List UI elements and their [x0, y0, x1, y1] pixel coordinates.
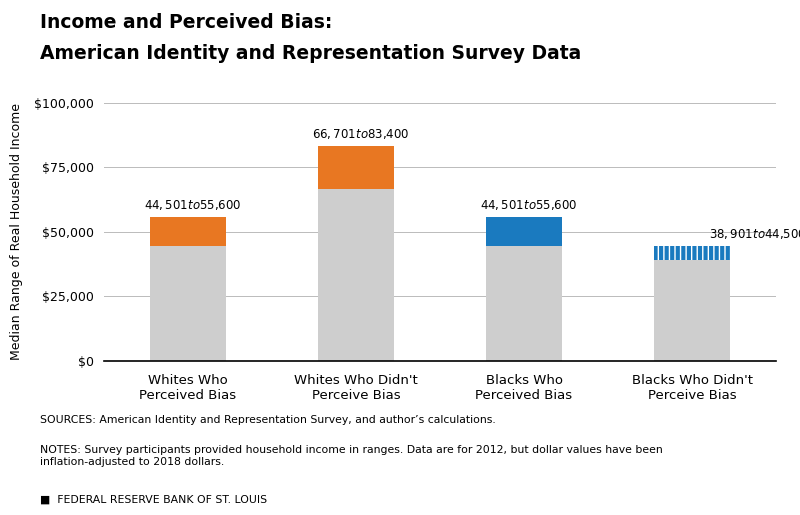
Bar	[486, 246, 562, 360]
Text: $38,901 to $44,500: $38,901 to $44,500	[709, 227, 800, 241]
Text: Income and Perceived Bias:: Income and Perceived Bias:	[40, 13, 332, 32]
Bar	[318, 146, 394, 188]
Text: NOTES: Survey participants provided household income in ranges. Data are for 201: NOTES: Survey participants provided hous…	[40, 445, 662, 467]
Text: SOURCES: American Identity and Representation Survey, and author’s calculations.: SOURCES: American Identity and Represent…	[40, 415, 496, 424]
Text: ■  FEDERAL RESERVE BANK OF ST. LOUIS: ■ FEDERAL RESERVE BANK OF ST. LOUIS	[40, 494, 267, 504]
Bar	[654, 246, 730, 260]
Bar	[318, 146, 394, 188]
Text: $44,501 to $55,600: $44,501 to $55,600	[480, 198, 578, 212]
Text: $66,701 to $83,400: $66,701 to $83,400	[312, 127, 410, 141]
Text: $44,501 to $55,600: $44,501 to $55,600	[144, 198, 242, 212]
Bar	[150, 217, 226, 246]
Text: American Identity and Representation Survey Data: American Identity and Representation Sur…	[40, 44, 582, 63]
Bar	[654, 260, 730, 360]
Bar	[150, 246, 226, 360]
Bar	[318, 188, 394, 360]
Y-axis label: Median Range of Real Household Income: Median Range of Real Household Income	[10, 103, 23, 360]
Bar	[486, 217, 562, 246]
Bar	[654, 246, 730, 260]
